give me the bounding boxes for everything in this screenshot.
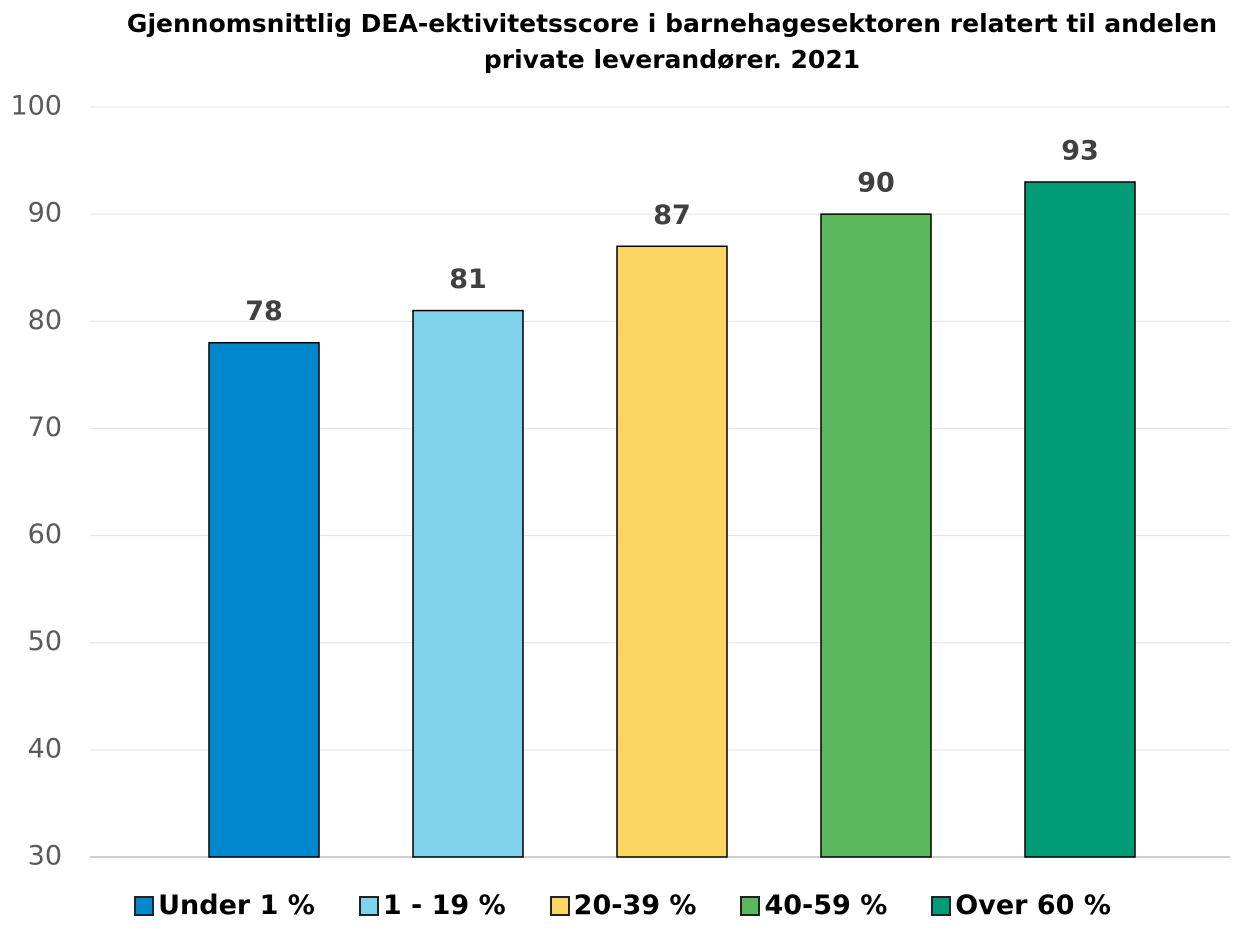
bar <box>208 341 320 858</box>
legend-swatch <box>358 895 379 916</box>
data-label: 87 <box>653 200 691 231</box>
data-label: 81 <box>449 264 487 295</box>
legend-label: 1 - 19 % <box>382 890 506 921</box>
chart-title: Gjennomsnittlig DEA-ektivitetsscore i ba… <box>126 9 1218 74</box>
legend-swatch <box>549 895 570 916</box>
y-tick-label: 90 <box>28 198 62 229</box>
bar <box>820 213 932 858</box>
data-label: 78 <box>245 296 283 327</box>
legend-item: 1 - 19 % <box>358 890 506 921</box>
legend-label: 40-59 % <box>764 890 888 921</box>
legend-swatch <box>134 895 155 916</box>
y-tick-label: 70 <box>28 412 62 443</box>
legend-label: 20-39 % <box>573 890 697 921</box>
y-tick-label: 80 <box>28 305 62 336</box>
y-tick-label: 40 <box>28 733 62 764</box>
y-tick-label: 30 <box>28 841 62 872</box>
data-label: 93 <box>1061 136 1099 167</box>
legend-item: Over 60 % <box>931 890 1111 921</box>
legend-label: Under 1 % <box>158 890 315 921</box>
bar <box>412 309 524 858</box>
data-label: 90 <box>857 168 895 199</box>
legend-label: Over 60 % <box>955 890 1111 921</box>
y-tick-label: 50 <box>28 626 62 657</box>
legend-item: Under 1 % <box>134 890 315 921</box>
legend-swatch <box>740 895 761 916</box>
legend: Under 1 % 1 - 19 % 20-39 % 40-59 % Over 60 % <box>0 890 1245 921</box>
legend-item: 20-39 % <box>549 890 697 921</box>
y-tick-label: 100 <box>10 91 62 122</box>
legend-item: 40-59 % <box>740 890 887 921</box>
bar <box>1024 181 1136 858</box>
y-tick-label: 60 <box>28 519 62 550</box>
legend-swatch <box>931 895 952 916</box>
bar <box>616 245 728 858</box>
plot: 30 40 50 60 70 80 90 100 78 81 87 90 93 <box>10 91 1230 872</box>
